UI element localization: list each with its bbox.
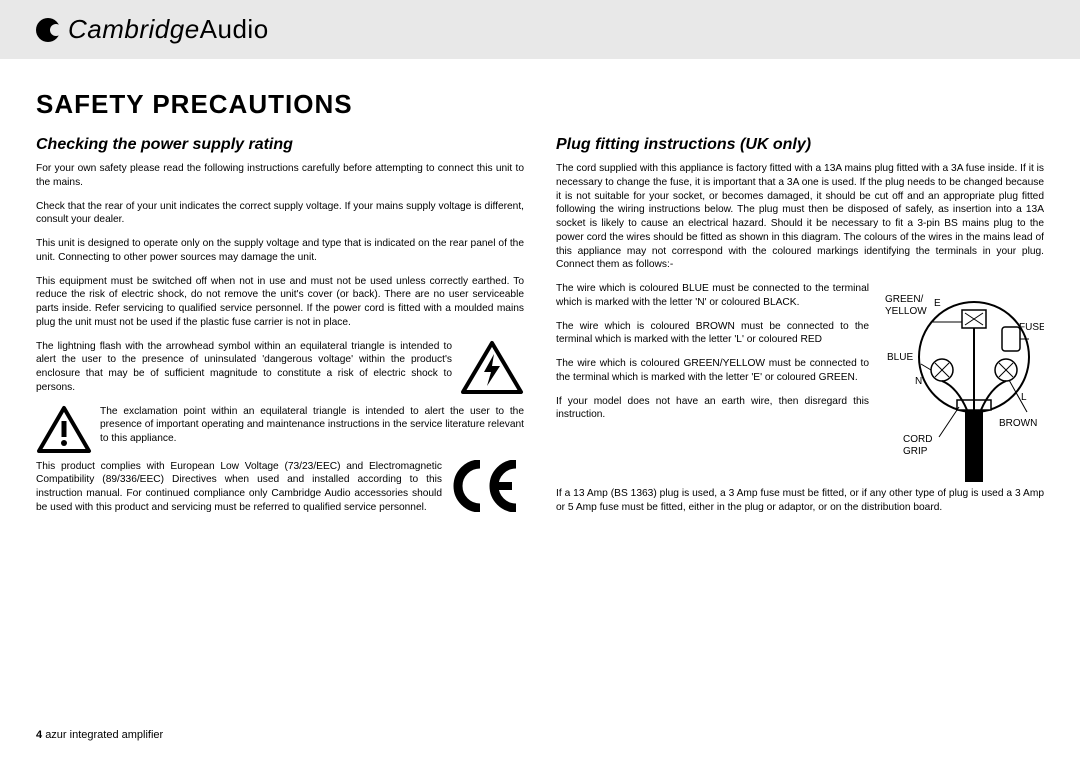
brand-logo-icon xyxy=(36,18,60,42)
header-bar: CambridgeAudio xyxy=(0,0,1080,59)
right-heading: Plug fitting instructions (UK only) xyxy=(556,136,1044,154)
lbl-green-yellow: GREEN/ xyxy=(885,294,924,305)
brand-part2: Audio xyxy=(200,14,269,44)
lbl-fuse: FUSE xyxy=(1019,322,1044,333)
footer-text: azur integrated amplifier xyxy=(45,729,163,741)
plug-diagram: GREEN/ YELLOW E FUSE BLUE N L BROWN CORD… xyxy=(879,282,1044,487)
plug-section: The wire which is coloured BLUE must be … xyxy=(556,282,1044,487)
left-p6: The exclamation point within an equilate… xyxy=(100,405,524,446)
lbl-l: L xyxy=(1021,392,1027,403)
page-number: 4 xyxy=(36,729,42,741)
right-p3: The wire which is coloured BROWN must be… xyxy=(556,320,869,348)
left-p1: For your own safety please read the foll… xyxy=(36,162,524,190)
exclamation-block: The exclamation point within an equilate… xyxy=(36,405,524,460)
lbl-blue: BLUE xyxy=(887,352,913,363)
lbl-cord: CORD xyxy=(903,434,932,445)
left-p4: This equipment must be switched off when… xyxy=(36,275,524,330)
lightning-block: The lightning flash with the arrowhead s… xyxy=(36,340,524,405)
right-column: Plug fitting instructions (UK only) The … xyxy=(556,136,1044,525)
left-p5: The lightning flash with the arrowhead s… xyxy=(36,340,452,395)
left-column: Checking the power supply rating For you… xyxy=(36,136,524,525)
plug-text-block: The wire which is coloured BLUE must be … xyxy=(556,282,869,432)
page-content: SAFETY PRECAUTIONS Checking the power su… xyxy=(0,59,1080,535)
lbl-brown: BROWN xyxy=(999,418,1037,429)
lbl-e: E xyxy=(934,298,941,309)
brand-name: CambridgeAudio xyxy=(68,14,269,45)
lightning-triangle-icon xyxy=(460,340,524,401)
right-p4: The wire which is coloured GREEN/YELLOW … xyxy=(556,357,869,385)
right-p1: The cord supplied with this appliance is… xyxy=(556,162,1044,272)
ce-block: This product complies with European Low … xyxy=(36,460,524,525)
lbl-n: N xyxy=(915,376,922,387)
page-title: SAFETY PRECAUTIONS xyxy=(36,89,1044,120)
right-p5: If your model does not have an earth wir… xyxy=(556,395,869,423)
svg-text:GRIP: GRIP xyxy=(903,446,928,457)
brand-part1: Cambridge xyxy=(68,14,200,44)
left-p7: This product complies with European Low … xyxy=(36,460,442,515)
left-p3: This unit is designed to operate only on… xyxy=(36,237,524,265)
left-heading: Checking the power supply rating xyxy=(36,136,524,154)
right-p6: If a 13 Amp (BS 1363) plug is used, a 3 … xyxy=(556,487,1044,515)
svg-text:YELLOW: YELLOW xyxy=(885,306,927,317)
right-p2: The wire which is coloured BLUE must be … xyxy=(556,282,869,310)
page-footer: 4 azur integrated amplifier xyxy=(36,729,163,741)
left-p2: Check that the rear of your unit indicat… xyxy=(36,200,524,228)
ce-mark-icon xyxy=(450,460,524,517)
exclamation-triangle-icon xyxy=(36,405,92,460)
two-column-layout: Checking the power supply rating For you… xyxy=(36,136,1044,525)
